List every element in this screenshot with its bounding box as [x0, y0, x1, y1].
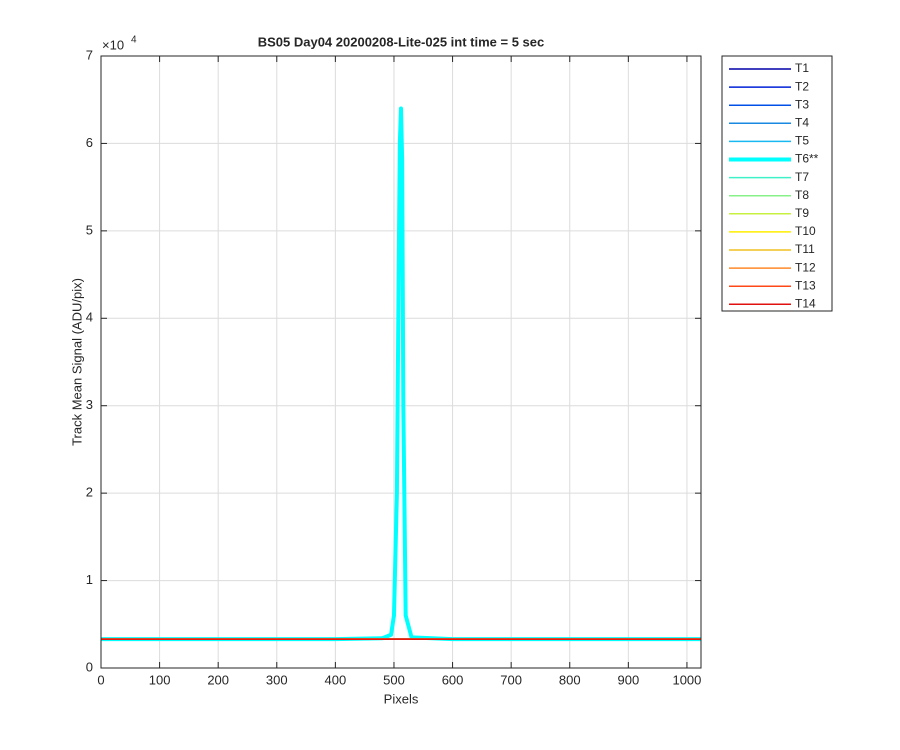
- y-tick-label: 2: [86, 485, 93, 500]
- y-tick-label: 4: [86, 310, 93, 325]
- legend-label: T11: [795, 242, 815, 256]
- y-multiplier: ×10: [102, 37, 124, 52]
- axes-box: [100, 55, 702, 669]
- x-tick-label: 100: [149, 672, 171, 687]
- legend-label: T13: [795, 278, 816, 292]
- legend-label: T6**: [795, 152, 819, 166]
- y-tick-label: 0: [86, 659, 93, 674]
- x-tick-label: 1000: [672, 672, 701, 687]
- legend-label: T1: [795, 61, 809, 75]
- x-tick-label: 500: [383, 672, 405, 687]
- legend-label: T12: [795, 260, 816, 274]
- x-tick-label: 600: [442, 672, 464, 687]
- legend-label: T5: [795, 134, 809, 148]
- legend: T1 T2 T3 T4 T5 T6** T7 T8 T9 T10 T11 T12 T13 T14: [729, 61, 819, 310]
- x-tick-label: 200: [207, 672, 229, 687]
- y-tick-label: 7: [86, 47, 93, 62]
- legend-label: T3: [795, 97, 809, 111]
- y-tick-label: 1: [86, 572, 93, 587]
- y-tick-label: 6: [86, 135, 93, 150]
- x-axis-label: Pixels: [384, 691, 419, 706]
- chart-title: BS05 Day04 20200208-Lite-025 int time = …: [258, 34, 545, 49]
- x-tick-label: 800: [559, 672, 581, 687]
- legend-label: T2: [795, 79, 809, 93]
- x-tick-label: 300: [266, 672, 288, 687]
- ticks: 0 100 200 300 400 500 600 700 800 900 1000 0 1 2 3 4 5 6 7: [86, 47, 702, 687]
- y-multiplier-exponent: 4: [131, 35, 137, 46]
- x-tick-label: 700: [500, 672, 522, 687]
- y-tick-label: 5: [86, 222, 93, 237]
- legend-label: T7: [795, 170, 809, 184]
- plot-area: [101, 106, 701, 642]
- x-tick-label: 0: [97, 672, 104, 687]
- x-tick-label: 900: [617, 672, 639, 687]
- legend-label: T8: [795, 188, 809, 202]
- x-tick-label: 400: [325, 672, 347, 687]
- legend-label: T9: [795, 206, 809, 220]
- legend-label: T10: [795, 224, 816, 238]
- legend-label: T14: [795, 296, 816, 310]
- y-tick-label: 3: [86, 397, 93, 412]
- y-axis-label: Track Mean Signal (ADU/pix): [69, 278, 84, 446]
- legend-label: T4: [795, 115, 809, 129]
